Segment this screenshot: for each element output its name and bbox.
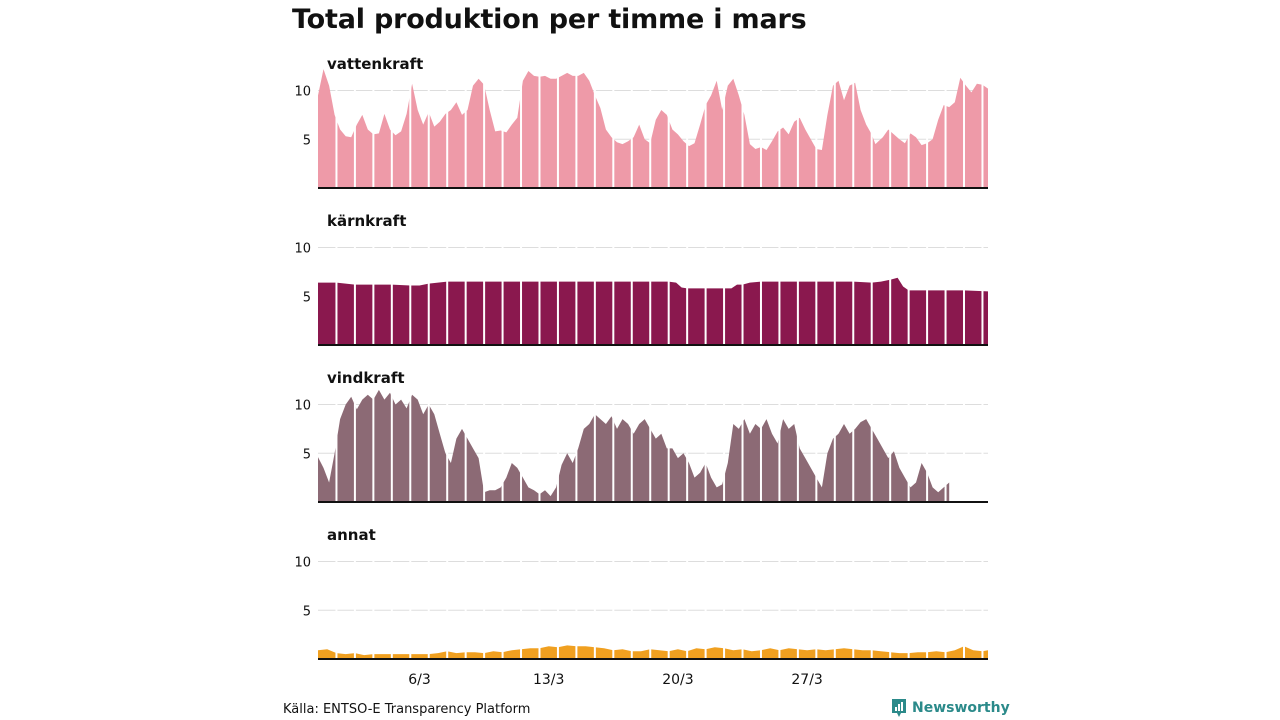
y-tick-label-kärnkraft-10: 10 <box>294 242 311 257</box>
panel-label-annat: annat <box>327 526 376 544</box>
x-tick-label-27/3: 27/3 <box>791 672 822 688</box>
x-tick-label-13/3: 13/3 <box>533 672 564 688</box>
y-tick-label-annat-10: 10 <box>294 556 311 571</box>
area-vattenkraft <box>318 69 988 188</box>
brand-name: Newsworthy <box>912 700 1010 716</box>
y-tick-label-vindkraft-10: 10 <box>294 399 311 414</box>
chart-title: Total produktion per timme i mars <box>292 4 807 35</box>
area-vindkraft <box>318 389 950 502</box>
x-tick-label-6/3: 6/3 <box>408 672 431 688</box>
newsworthy-logo-icon <box>892 699 906 717</box>
y-tick-label-vattenkraft-10: 10 <box>294 85 311 100</box>
area-annat <box>318 645 988 659</box>
panel-label-vattenkraft: vattenkraft <box>327 55 423 73</box>
x-tick-label-20/3: 20/3 <box>662 672 693 688</box>
y-tick-label-vattenkraft-5: 5 <box>303 133 311 148</box>
panel-label-vindkraft: vindkraft <box>327 369 405 387</box>
y-tick-label-vindkraft-5: 5 <box>303 447 311 462</box>
panel-label-kärnkraft: kärnkraft <box>327 212 406 230</box>
area-kärnkraft <box>318 277 988 345</box>
y-tick-label-annat-5: 5 <box>303 604 311 619</box>
source-note: Källa: ENTSO-E Transparency Platform <box>283 702 531 717</box>
y-tick-label-kärnkraft-5: 5 <box>303 290 311 305</box>
brand-logo: Newsworthy <box>890 698 1010 718</box>
